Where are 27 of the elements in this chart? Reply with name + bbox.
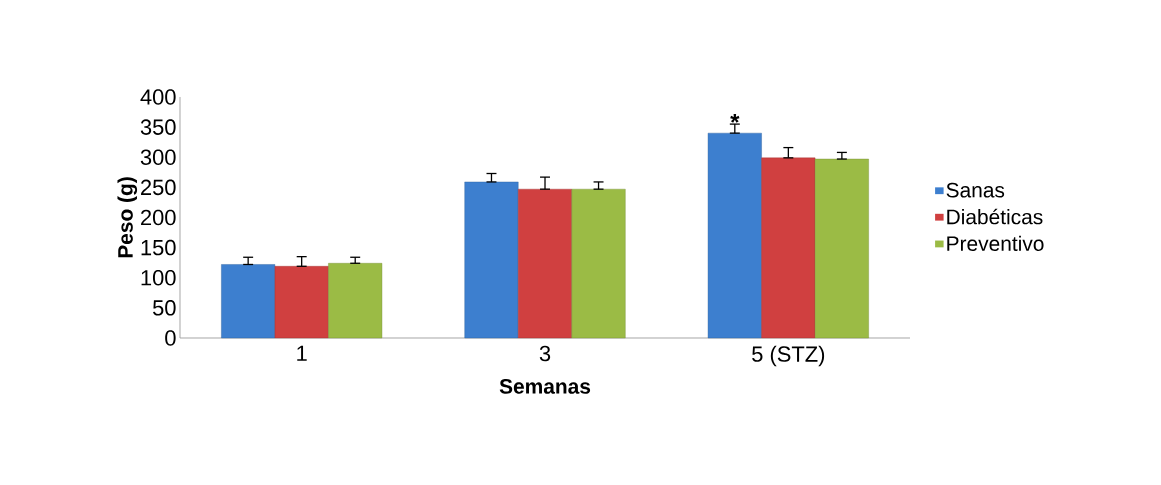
bar [571, 188, 626, 339]
y-tick-label: 350 [140, 119, 176, 135]
x-tick-label: 5 (STZ) [752, 345, 825, 367]
bar [328, 263, 383, 339]
bar [761, 157, 816, 339]
y-tick-label: 50 [152, 300, 176, 316]
legend-label: Diabéticas [947, 208, 1043, 225]
bar [464, 181, 519, 339]
y-tick-label: 300 [140, 149, 176, 165]
bar [707, 132, 762, 339]
legend-label: Sanas [946, 182, 1005, 198]
x-axis-title: Semanas [499, 378, 591, 394]
bar [518, 188, 572, 339]
y-axis-title: Peso (g) [117, 177, 138, 258]
y-tick-label: 250 [141, 179, 176, 196]
bar [814, 158, 869, 339]
legend-label: Preventivo [947, 235, 1044, 251]
annotation: * [730, 113, 740, 123]
x-tick-label: 1 [297, 345, 307, 361]
y-tick-label: 400 [140, 89, 176, 105]
y-tick-label: 0 [165, 330, 176, 346]
bar [221, 264, 276, 339]
bar [274, 266, 329, 339]
y-tick-label: 150 [141, 239, 176, 256]
y-tick-label: 200 [141, 209, 176, 226]
x-tick-label: 3 [539, 345, 551, 362]
y-tick-label: 100 [141, 269, 176, 286]
